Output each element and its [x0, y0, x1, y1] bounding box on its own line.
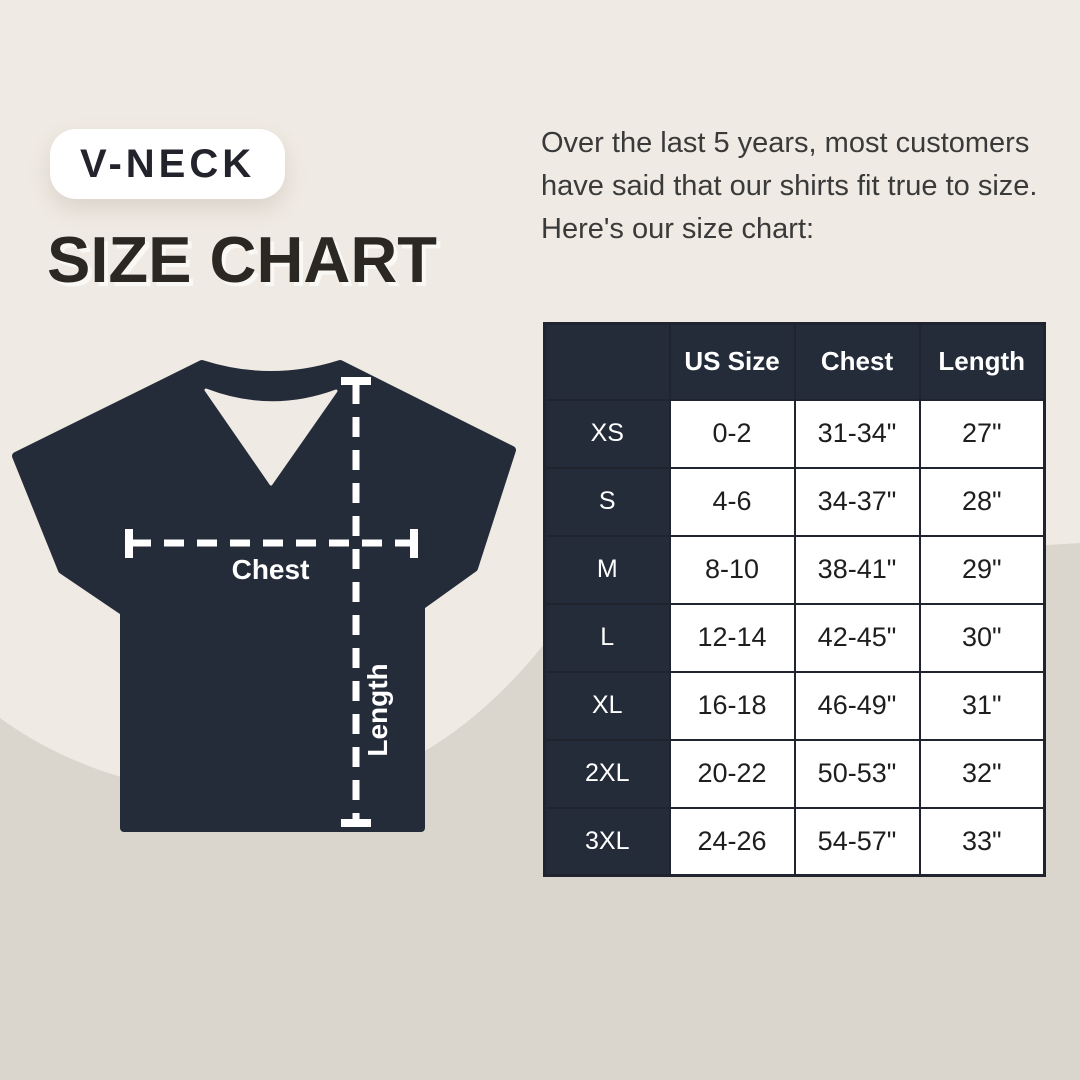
vneck-opening [204, 388, 338, 486]
table-row: XS 0-2 31-34" 27" [543, 398, 1046, 469]
value-cell: 54-57" [793, 806, 921, 877]
table-row: S 4-6 34-37" 28" [543, 466, 1046, 537]
size-cell: S [543, 466, 671, 537]
column-header: Chest [793, 322, 921, 401]
column-header: US Size [668, 322, 796, 401]
value-cell: 33" [918, 806, 1046, 877]
value-cell: 30" [918, 602, 1046, 673]
page-title: SIZE CHART [47, 223, 437, 296]
size-cell: 2XL [543, 738, 671, 809]
vneck-badge-label: V-NECK [80, 142, 256, 186]
table-row: 2XL 20-22 50-53" 32" [543, 738, 1046, 809]
table-row: L 12-14 42-45" 30" [543, 602, 1046, 673]
value-cell: 8-10 [668, 534, 796, 605]
size-cell: 3XL [543, 806, 671, 877]
value-cell: 29" [918, 534, 1046, 605]
value-cell: 38-41" [793, 534, 921, 605]
value-cell: 46-49" [793, 670, 921, 741]
length-label: Length [362, 663, 393, 757]
chest-label: Chest [231, 554, 310, 585]
size-cell: L [543, 602, 671, 673]
size-table-body: XS 0-2 31-34" 27" S 4-6 34-37" 28" M 8-10 38-41" 29… [543, 398, 1046, 877]
size-cell: XL [543, 670, 671, 741]
size-cell: XS [543, 398, 671, 469]
value-cell: 24-26 [668, 806, 796, 877]
value-cell: 31" [918, 670, 1046, 741]
value-cell: 16-18 [668, 670, 796, 741]
value-cell: 34-37" [793, 466, 921, 537]
vneck-badge: V-NECK [50, 129, 286, 199]
size-table-header: US Size Chest Length [543, 322, 1046, 401]
column-header [543, 322, 671, 401]
table-row: 3XL 24-26 54-57" 33" [543, 806, 1046, 877]
header-row: US Size Chest Length [543, 322, 1046, 401]
intro-paragraph: Over the last 5 years, most customers ha… [541, 127, 1038, 245]
size-cell: M [543, 534, 671, 605]
value-cell: 42-45" [793, 602, 921, 673]
value-cell: 50-53" [793, 738, 921, 809]
value-cell: 0-2 [668, 398, 796, 469]
table-row: XL 16-18 46-49" 31" [543, 670, 1046, 741]
tshirt-shape [12, 360, 516, 832]
value-cell: 27" [918, 398, 1046, 469]
value-cell: 20-22 [668, 738, 796, 809]
value-cell: 31-34" [793, 398, 921, 469]
value-cell: 12-14 [668, 602, 796, 673]
value-cell: 4-6 [668, 466, 796, 537]
size-table: US Size Chest Length XS 0-2 31-34" 27" S 4-6 34-… [543, 322, 1046, 877]
column-header: Length [918, 322, 1046, 401]
value-cell: 32" [918, 738, 1046, 809]
table-row: M 8-10 38-41" 29" [543, 534, 1046, 605]
value-cell: 28" [918, 466, 1046, 537]
